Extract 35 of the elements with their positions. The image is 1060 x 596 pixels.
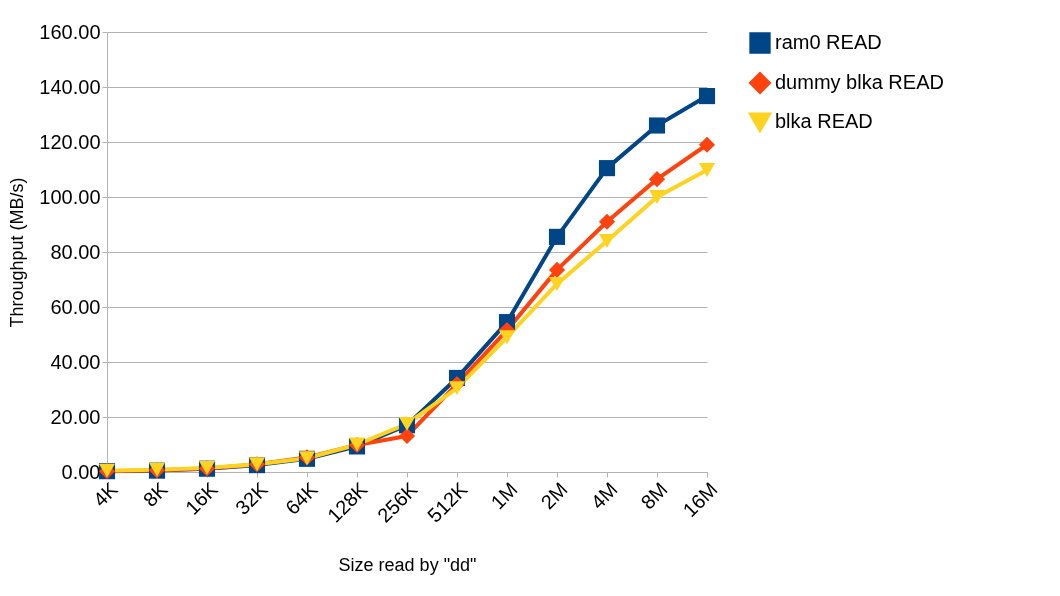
- x-tick-label: 2M: [536, 478, 572, 514]
- y-tick-label: 160.00: [39, 20, 101, 43]
- point: [448, 381, 466, 396]
- x-tick-label: 16K: [180, 477, 223, 519]
- point: [648, 171, 666, 188]
- x-tick-label: 8K: [138, 477, 173, 511]
- legend-label: ram0 READ: [775, 31, 882, 53]
- point: [498, 330, 516, 345]
- point: [648, 190, 666, 204]
- x-tick-label: 64K: [280, 477, 323, 519]
- point: [698, 163, 716, 178]
- legend-label: dummy blka READ: [775, 71, 944, 93]
- x-tick-label: 1M: [486, 478, 522, 514]
- point: [698, 88, 716, 105]
- point: [598, 160, 616, 177]
- legend-label: blka READ: [775, 110, 873, 132]
- y-axis-title: Throughput (MB/s): [7, 177, 28, 328]
- x-tick-label: 8M: [636, 478, 672, 514]
- y-tick-label: 40.00: [50, 350, 101, 373]
- point: [398, 427, 416, 445]
- y-tick-label: 60.00: [50, 295, 101, 318]
- point: [548, 228, 566, 245]
- y-tick-label: 20.00: [50, 405, 101, 428]
- y-tick-label: 120.00: [39, 130, 101, 153]
- point: [648, 117, 666, 134]
- point: [548, 261, 566, 278]
- y-tick-label: 100.00: [39, 185, 101, 208]
- y-tick-label: 140.00: [39, 75, 101, 98]
- x-axis-title: Size read by "dd": [338, 554, 477, 575]
- point: [598, 213, 616, 230]
- y-tick-label: 0.00: [61, 460, 101, 483]
- point: [698, 136, 716, 153]
- x-tick-label: 4M: [586, 478, 622, 514]
- y-tick-label: 80.00: [50, 240, 101, 263]
- x-tick-label: 32K: [230, 477, 273, 519]
